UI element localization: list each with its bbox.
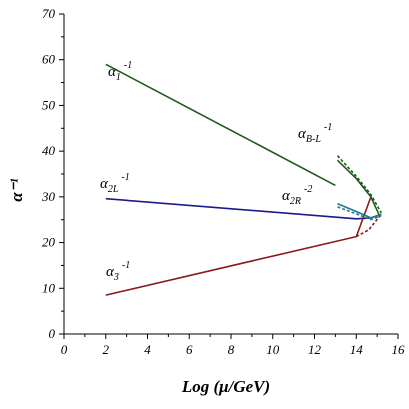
curve-labels: α1-1 α2L-1 α3-1 αB-L-1 α2R-2 [100,60,332,283]
y-axis-title: α⁻¹ [7,178,26,201]
y-tick-label: 30 [41,189,56,204]
curve-label-2r: α2R-2 [282,184,312,207]
y-tick-label: 40 [42,143,56,158]
y-tick-label: 20 [42,235,56,250]
y-tick-label: 0 [49,326,56,341]
y-tick-label: 70 [42,6,56,21]
y-tick-label: 10 [42,280,56,295]
x-axis-title: Log (μ/GeV) [181,377,270,396]
curve-label-1: α1-1 [108,60,132,83]
x-tick-label: 10 [266,342,280,357]
series-line-7 [337,206,382,221]
tick-labels: 0 2 4 6 8 10 12 14 16 0 10 20 30 40 50 60 70 [41,6,405,357]
x-tick-label: 16 [392,342,406,357]
y-tick-label: 50 [42,97,56,112]
series-group [105,63,382,296]
x-tick-label: 6 [186,342,193,357]
series-line-6 [337,202,382,219]
curve-label-2l: α2L-1 [100,172,130,195]
series-line-2 [105,196,372,296]
x-tick-label: 14 [350,342,364,357]
x-tick-label: 4 [144,342,151,357]
axes [59,13,399,339]
x-tick-label: 0 [61,342,68,357]
curve-label-b-l: αB-L-1 [298,122,332,145]
series-line-5 [336,155,382,214]
curve-label-3: α3-1 [106,260,130,283]
x-tick-label: 2 [103,342,110,357]
series-line-0 [105,63,336,187]
x-tick-label: 12 [308,342,322,357]
x-tick-label: 8 [228,342,235,357]
y-tick-label: 60 [42,52,56,67]
series-line-4 [336,159,380,216]
series-line-1 [105,197,382,220]
series-line-3 [355,213,382,238]
